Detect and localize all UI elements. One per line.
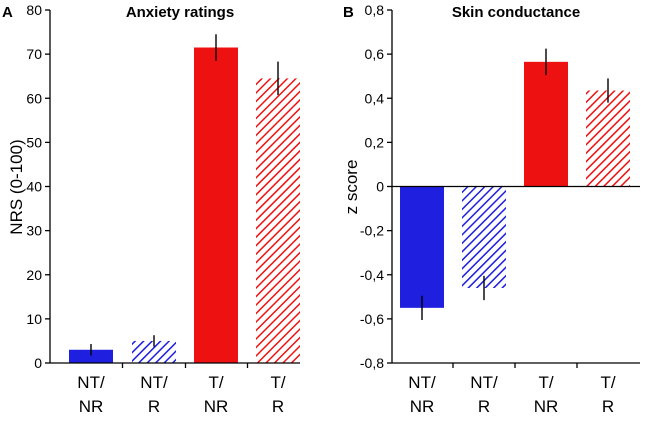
bars-a — [69, 34, 300, 364]
bar — [69, 349, 113, 363]
x-tick-label: NT/ — [77, 373, 105, 392]
y-axis-label-b: z score — [342, 160, 361, 215]
y-tick-label: 60 — [26, 90, 42, 106]
x-tick-label: T/ — [270, 373, 285, 392]
y-tick-label: 70 — [26, 46, 42, 62]
y-tick-label: 0,6 — [365, 46, 385, 62]
y-tick-label: 40 — [26, 179, 42, 195]
x-tick-label: R — [272, 397, 284, 416]
y-tick-label: -0,2 — [360, 223, 384, 239]
y-tick-label: 20 — [26, 267, 42, 283]
y-tick-label: 50 — [26, 134, 42, 150]
x-tick-label: R — [602, 397, 614, 416]
y-tick-label: 30 — [26, 223, 42, 239]
y-tick-label: 80 — [26, 2, 42, 18]
bar — [586, 90, 630, 187]
y-tick-label: -0,8 — [360, 355, 384, 371]
y-tick-label: 0,4 — [365, 90, 385, 106]
y-tick-label: 0 — [376, 179, 384, 195]
bar — [400, 186, 444, 308]
bar — [524, 61, 568, 187]
panel-letter-a: A — [2, 4, 13, 21]
x-tick-label: NR — [410, 397, 435, 416]
x-tick-label: T/ — [600, 373, 615, 392]
axes-b: -0,8 -0,6 -0,4 -0,2 0 0,2 0,4 0,6 0,8 NT/NR NT/R T/… — [360, 2, 640, 416]
x-tick-label: R — [148, 397, 160, 416]
x-tick-label: NT/ — [140, 373, 168, 392]
x-tick-label: NR — [79, 397, 104, 416]
panel-letter-b: B — [343, 4, 354, 21]
x-tick-label: R — [478, 397, 490, 416]
x-tick-label: NR — [534, 397, 559, 416]
x-tick-label: NT/ — [408, 373, 436, 392]
y-tick-label: 0,2 — [365, 134, 385, 150]
chart-anxiety-ratings: A Anxiety ratings NRS (0-100) 0 10 20 30 40 5… — [2, 2, 300, 416]
chart-title-a: Anxiety ratings — [126, 4, 234, 21]
y-tick-label: -0,4 — [360, 267, 384, 283]
chart-title-b: Skin conductance — [452, 4, 580, 21]
bar — [256, 78, 300, 364]
y-tick-label: 10 — [26, 311, 42, 327]
y-tick-label: 0,8 — [365, 2, 385, 18]
x-tick-label: NT/ — [470, 373, 498, 392]
bar — [194, 47, 238, 363]
bar — [132, 340, 176, 363]
y-tick-label: -0,6 — [360, 311, 384, 327]
x-tick-label: NR — [204, 397, 229, 416]
y-tick-label: 0 — [34, 355, 42, 371]
axes-a: 0 10 20 30 40 50 60 70 80 NT/NR NT/R T/NR T/R — [26, 2, 300, 416]
y-axis-label-a: NRS (0-100) — [7, 139, 26, 234]
x-tick-label: T/ — [208, 373, 223, 392]
chart-skin-conductance: B Skin conductance z score -0,8-0,6-0,4-… — [342, 2, 640, 416]
x-tick-label: T/ — [538, 373, 553, 392]
bar — [462, 186, 506, 288]
bars-b — [400, 48, 630, 320]
